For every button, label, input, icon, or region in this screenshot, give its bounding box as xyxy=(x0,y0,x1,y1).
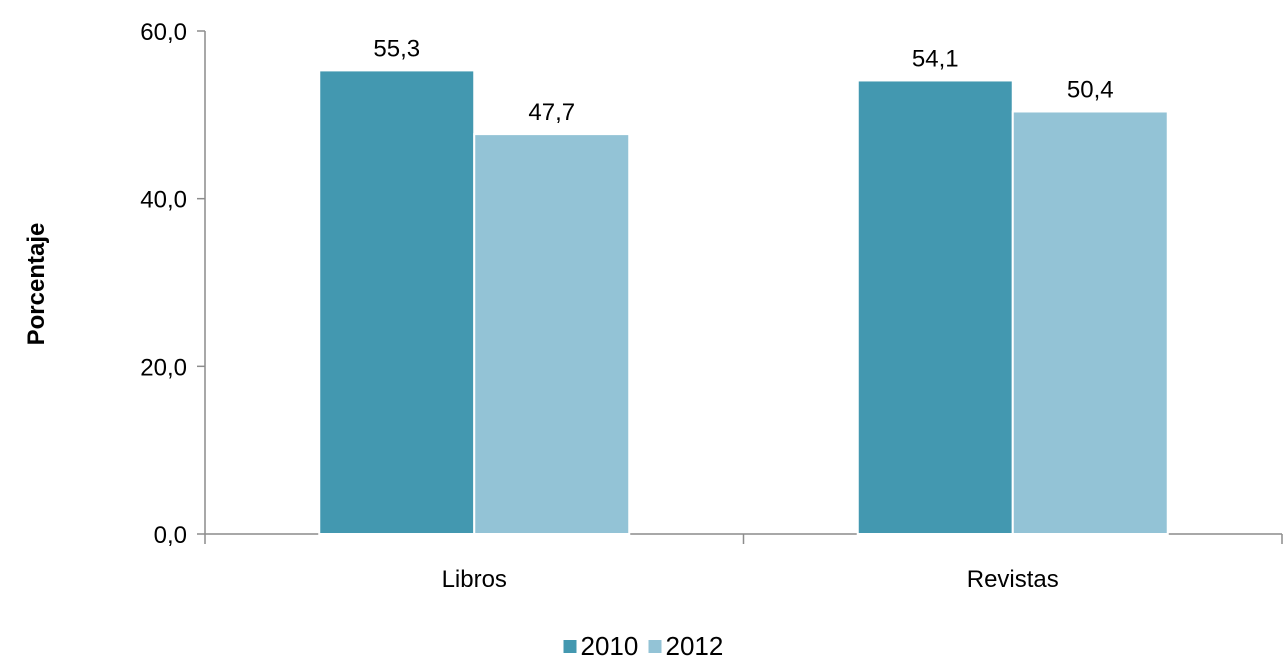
bar-2010-revistas xyxy=(856,79,1014,535)
legend-swatch xyxy=(563,640,577,653)
y-tick-label: 0,0 xyxy=(154,522,187,549)
y-axis: 0,0 20,0 40,0 60,0 xyxy=(140,19,206,549)
bar-2012-revistas xyxy=(1011,110,1169,535)
legend-label: 2012 xyxy=(666,631,724,661)
x-category-label: Revistas xyxy=(967,566,1059,593)
bars xyxy=(318,69,1169,536)
bar-2012-libros xyxy=(473,133,631,536)
y-tick-label: 60,0 xyxy=(140,19,187,46)
data-label: 50,4 xyxy=(1067,76,1114,103)
y-axis-label: Porcentaje xyxy=(23,223,50,346)
y-tick-label: 20,0 xyxy=(140,354,187,381)
legend: 2010 2012 xyxy=(563,631,724,661)
x-category-label: Libros xyxy=(442,566,507,593)
bar-2010-libros xyxy=(318,69,476,535)
data-label: 47,7 xyxy=(528,99,575,126)
data-label: 54,1 xyxy=(912,45,959,72)
legend-swatch xyxy=(648,640,662,653)
data-label: 55,3 xyxy=(373,35,420,62)
x-axis: Libros Revistas xyxy=(204,533,1283,593)
legend-label: 2010 xyxy=(581,631,639,661)
data-labels: 55,3 47,7 54,1 50,4 xyxy=(373,35,1113,126)
y-axis-title: Porcentaje xyxy=(23,223,50,346)
y-tick-label: 40,0 xyxy=(140,187,187,214)
